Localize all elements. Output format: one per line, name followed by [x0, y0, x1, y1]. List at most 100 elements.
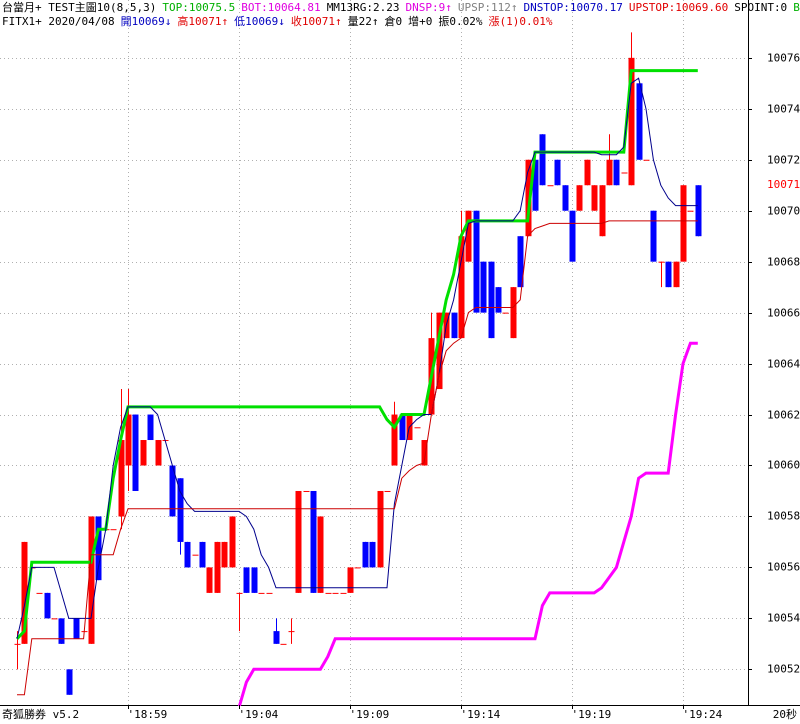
- header-segment: BOT:10064.81: [241, 1, 320, 14]
- candle-body: [295, 490, 302, 593]
- candle-body: [110, 529, 117, 531]
- candle-body: [465, 210, 472, 262]
- candle-body: [280, 643, 287, 645]
- candle-body: [317, 516, 324, 593]
- candle-body: [206, 567, 213, 593]
- brand: 奇狐勝券 v5.2: [2, 707, 79, 721]
- header-segment: FITX1+ 2020/04/08: [2, 15, 115, 28]
- indicator-line: [16, 77, 698, 639]
- candle-body: [451, 312, 458, 339]
- header-segment: 量22↑: [348, 15, 379, 28]
- candle-body: [517, 236, 524, 288]
- interval: 20秒: [773, 707, 797, 721]
- candle-body: [606, 159, 613, 186]
- candle-body: [488, 261, 495, 339]
- candle-body: [687, 210, 694, 212]
- candle-body: [621, 172, 628, 174]
- y-tick-label: 10052: [767, 663, 800, 676]
- candle-body: [310, 490, 317, 593]
- candle-body: [495, 287, 502, 313]
- y-tick-label: 10064: [767, 358, 800, 371]
- candle-body: [650, 210, 657, 262]
- candle-body: [421, 440, 428, 466]
- header-segment: UPSP:112↑: [458, 1, 518, 14]
- header-segment: DNSTOP:10070.17: [524, 1, 623, 14]
- candle-body: [58, 618, 65, 644]
- candle-body: [362, 541, 369, 568]
- header-segment: 倉0: [384, 14, 402, 28]
- candle-body: [184, 541, 191, 568]
- candle-body: [658, 261, 665, 263]
- candle-body: [192, 554, 199, 556]
- candle-body: [680, 185, 687, 262]
- candle-body: [599, 185, 606, 237]
- candle-body: [399, 414, 406, 441]
- header-segment: 收10071↑: [291, 14, 342, 28]
- x-tick-label: '19:24: [683, 708, 723, 721]
- y-tick-label: 10076: [767, 52, 800, 65]
- y-tick-label: 10058: [767, 510, 800, 523]
- candle-body: [613, 159, 620, 186]
- y-tick-label: 10070: [767, 205, 800, 218]
- candle-body: [458, 236, 465, 339]
- header-segment: SPOINT:0: [734, 1, 787, 14]
- candle-body: [229, 516, 236, 568]
- candle-body: [236, 592, 243, 594]
- candle-body: [332, 592, 339, 594]
- candle-body: [584, 159, 591, 186]
- header-segment: 漲(1)0.01%: [488, 15, 552, 28]
- candle-body: [510, 287, 517, 339]
- y-tick-label: 10072: [767, 154, 800, 167]
- candle-body: [377, 490, 384, 568]
- y-tick-label: 10074: [767, 103, 800, 116]
- candle-body: [66, 669, 73, 695]
- plot-area: [0, 0, 748, 708]
- candle-body: [539, 134, 546, 186]
- candle-body: [95, 516, 102, 581]
- y-tick-label: 10066: [767, 307, 800, 320]
- candle-body: [177, 478, 184, 542]
- candle-body: [643, 159, 650, 161]
- y-tick-label: 10068: [767, 256, 800, 269]
- y-tick-label: 10060: [767, 459, 800, 472]
- candle-body: [591, 185, 598, 211]
- candle-body: [221, 541, 228, 568]
- candle-body: [576, 185, 583, 211]
- header-segment: UPSTOP:10069.60: [629, 1, 728, 14]
- candle-body: [384, 490, 391, 492]
- candle-body: [73, 618, 80, 639]
- candle-body: [354, 567, 361, 569]
- indicator-line: [17, 220, 698, 696]
- header-segment: 高10071↑: [177, 14, 228, 28]
- candle-body: [118, 440, 125, 517]
- y-tick-label: 10056: [767, 561, 800, 574]
- candle-body: [44, 592, 51, 619]
- candle-body: [88, 516, 95, 644]
- candle-body: [140, 440, 147, 466]
- candle-body: [525, 159, 532, 237]
- candle-body: [554, 159, 561, 186]
- candle-body: [562, 185, 569, 211]
- candle-body: [695, 185, 702, 237]
- header-segment: 增+0: [408, 14, 432, 28]
- x-tick-label: '19:04: [239, 708, 279, 721]
- header-line: FITX1+ 2020/04/08 開10069↓ 高10071↑ 低10069↓ 收1…: [2, 14, 553, 28]
- indicator-line: [237, 341, 698, 708]
- last-price: 10071: [767, 178, 800, 191]
- candle-body: [473, 210, 480, 313]
- candle-body: [673, 261, 680, 288]
- candle-body: [288, 631, 295, 633]
- candle-body: [532, 159, 539, 211]
- header-line: 台當月+ TEST主圖10(8,5,3) TOP:10075.5 BOT:10064…: [2, 0, 800, 14]
- candle-body: [243, 567, 250, 593]
- candle-body: [14, 643, 21, 645]
- y-tick-label: 10062: [767, 409, 800, 422]
- candle-body: [266, 592, 273, 594]
- candle-body: [132, 414, 139, 491]
- candle-body: [628, 57, 635, 186]
- candle-body: [199, 541, 206, 568]
- candle-body: [480, 261, 487, 313]
- candle-body: [340, 592, 347, 594]
